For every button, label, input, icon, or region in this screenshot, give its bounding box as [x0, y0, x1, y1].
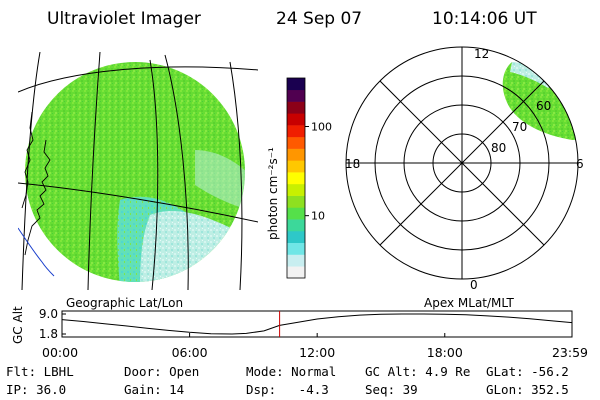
colorbar-swatch: [287, 242, 305, 255]
colorbar-swatch: [287, 89, 305, 102]
colorbar-swatch: [287, 113, 305, 126]
glon-status: GLon: 352.5: [486, 382, 569, 397]
status-panel: Flt: LBHL IP: 36.0 Door: Open Gain: 14 M…: [6, 364, 569, 397]
colorbar-swatch: [287, 254, 305, 267]
colorbar-unit-label: photon cm⁻²s⁻¹: [266, 147, 280, 240]
colorbar-swatch: [287, 195, 305, 208]
right-map-caption: Apex MLat/MLT: [424, 296, 514, 310]
seq-status: Seq: 39: [365, 382, 418, 397]
mlat-label-60: 60: [536, 99, 551, 113]
mlt-label-18: 18: [345, 157, 360, 171]
time-label: 10:14:06 UT: [432, 9, 537, 29]
left-map-caption: Geographic Lat/Lon: [66, 296, 183, 310]
ip-status: IP: 36.0: [6, 382, 66, 397]
meridian-line: [87, 52, 101, 290]
meridian-line: [164, 54, 189, 290]
meridian-line: [229, 61, 243, 290]
colorbar-swatch: [287, 172, 305, 185]
altitude-xtick-label: 23:59: [552, 345, 588, 360]
colorbar-swatch: [287, 101, 305, 114]
meridian-line: [149, 59, 159, 290]
mlt-diagonal: [379, 80, 545, 246]
colorbar-swatch: [287, 266, 305, 279]
mlt-label-6: 6: [576, 157, 584, 171]
magnetic-polar-map: 12 18 6 0 60 70 80: [345, 46, 584, 292]
meridian-line: [21, 52, 41, 290]
gain-status: Gain: 14: [124, 382, 184, 397]
mlat-label-70: 70: [512, 120, 527, 134]
instrument-title: Ultraviolet Imager: [47, 9, 201, 29]
colorbar-tick-label: 10: [311, 210, 325, 223]
altitude-chart: GC Alt 9.0 1.8 00:00 06:00 12:00 18:00 23:59: [11, 306, 588, 360]
altitude-xtick-label: 06:00: [172, 345, 208, 360]
aurora-low-region-2: [195, 150, 245, 210]
filter-status: Flt: LBHL: [6, 364, 74, 379]
geographic-map: [18, 52, 258, 290]
polar-aurora-fill: [502, 62, 578, 140]
colorbar-swatch: [287, 207, 305, 220]
coastline-blue: [18, 227, 55, 277]
colorbar-swatch: [287, 160, 305, 173]
colorbar-swatch: [287, 230, 305, 243]
coastline: [21, 111, 34, 209]
altitude-ytick-label: 1.8: [39, 327, 58, 341]
altitude-axis-label: GC Alt: [11, 306, 25, 344]
color-bar: 100 10 photon cm⁻²s⁻¹: [266, 77, 332, 279]
mode-status: Mode: Normal: [246, 364, 336, 379]
latitude-line: [18, 182, 258, 223]
colorbar-swatch: [287, 219, 305, 232]
altitude-ytick-label: 9.0: [39, 307, 58, 321]
dsp-status: Dsp: -4.3: [246, 382, 329, 397]
mlt-label-0: 0: [470, 278, 478, 292]
altitude-xtick-label: 18:00: [427, 345, 463, 360]
mlat-label-80: 80: [491, 141, 506, 155]
colorbar-swatch: [287, 148, 305, 161]
colorbar-swatch: [287, 136, 305, 149]
colorbar-swatch: [287, 125, 305, 138]
colorbar-swatch: [287, 183, 305, 196]
latitude-line: [18, 66, 258, 93]
colorbar-swatch: [287, 78, 305, 91]
gc-alt-status: GC Alt: 4.9 Re: [365, 364, 470, 379]
date-label: 24 Sep 07: [276, 9, 362, 29]
colorbar-tick-label: 100: [311, 121, 332, 134]
altitude-series-line: [61, 313, 573, 335]
glat-status: GLat: -56.2: [486, 364, 569, 379]
altitude-xtick-label: 00:00: [42, 345, 78, 360]
door-status: Door: Open: [124, 364, 199, 379]
altitude-xtick-label: 12:00: [299, 345, 335, 360]
coastline: [24, 139, 51, 256]
mlt-label-12: 12: [474, 47, 489, 61]
